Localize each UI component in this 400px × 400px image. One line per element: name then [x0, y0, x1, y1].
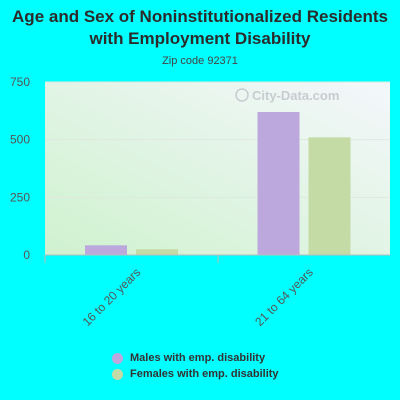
x-tick-label: 16 to 20 years: [80, 265, 144, 329]
legend-swatch-females: [112, 368, 123, 380]
watermark-icon: [235, 88, 249, 102]
bar: [136, 249, 178, 255]
y-tick-label: 0: [23, 248, 30, 262]
legend-label-males: Males with emp. disability: [130, 352, 266, 364]
y-tick-label: 750: [10, 75, 30, 89]
legend: Males with emp. disability Females with …: [112, 350, 279, 382]
legend-item-females: Females with emp. disability: [112, 366, 279, 382]
watermark-text: City-Data.com: [252, 88, 339, 103]
x-tick-label: 21 to 64 years: [252, 265, 316, 329]
y-tick-label: 250: [10, 190, 30, 204]
bar: [308, 137, 351, 255]
chart-title: Age and Sex of Noninstitutionalized Resi…: [12, 7, 388, 48]
bar: [257, 111, 300, 255]
y-tick-label: 500: [10, 133, 30, 147]
legend-label-females: Females with emp. disability: [130, 368, 279, 380]
chart-subtitle: Zip code 92371: [162, 55, 238, 67]
watermark: City-Data.com: [235, 88, 339, 103]
bar: [85, 245, 127, 255]
legend-swatch-males: [112, 352, 123, 364]
legend-item-males: Males with emp. disability: [112, 350, 279, 366]
